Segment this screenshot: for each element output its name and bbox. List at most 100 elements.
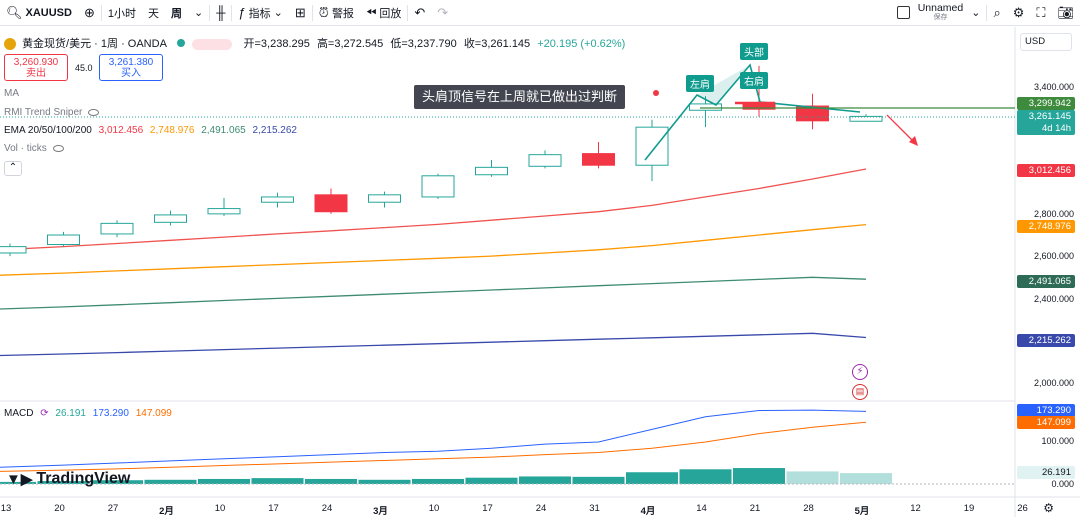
ohlc-low: 低=3,237.790: [390, 38, 457, 50]
event-flag-icon[interactable]: ▤: [852, 384, 868, 400]
macd-histogram-bar: [626, 472, 678, 484]
ema200-value: 2,215.262: [252, 125, 297, 136]
time-axis-label: 12: [910, 503, 921, 514]
macd-pane: [0, 409, 1015, 485]
time-axis-label: 26: [1017, 503, 1028, 514]
eye-icon[interactable]: [192, 38, 233, 50]
ma-legend[interactable]: MA: [4, 88, 19, 99]
event-lightning-icon[interactable]: ⚡︎: [852, 364, 868, 380]
axis-settings-button[interactable]: ⚙: [1043, 501, 1054, 515]
candle-body: [421, 175, 455, 198]
divider: [407, 4, 409, 21]
ema-legend[interactable]: EMA 20/50/100/200 3,012.456 2,748.976 2,…: [4, 125, 297, 136]
time-axis-label: 19: [963, 503, 975, 514]
down-arrow-line: [886, 114, 916, 144]
macd-hist-value: 26.191: [55, 408, 86, 419]
divider: [311, 4, 313, 21]
replay-icon: ⏪︎: [365, 5, 377, 20]
compare-button[interactable]: ⊕: [78, 0, 101, 26]
fullscreen-button[interactable]: ⛶: [1030, 0, 1051, 26]
head-fill: [697, 65, 750, 105]
layout-saved: 保存: [933, 13, 948, 21]
interval-1h-button[interactable]: 1小时: [107, 7, 136, 20]
interval-week-button[interactable]: 周: [171, 7, 182, 20]
divider: [209, 4, 211, 21]
candle-body: [261, 196, 294, 203]
time-axis-label: 5月: [854, 506, 870, 517]
replay-button[interactable]: ⏪︎ 回放: [360, 0, 407, 26]
ema100-line: [0, 276, 867, 310]
indicators-button[interactable]: ƒ 指标 ⌄: [232, 0, 288, 26]
redo-button[interactable]: ↷: [431, 0, 454, 26]
layout-name: Unnamed: [917, 1, 964, 14]
currency-selector[interactable]: USD: [1020, 33, 1072, 51]
templates-button[interactable]: ⊞: [289, 0, 312, 26]
snapshot-button[interactable]: 📷︎: [1051, 0, 1080, 26]
top-toolbar: 🔍︎ XAUUSD ⊕ 1小时 天 周 ⌄ ╫ ƒ 指标 ⌄ ⊞ ⏰︎ 警报 ⏪…: [0, 0, 1080, 26]
eye-off-icon[interactable]: [52, 144, 64, 152]
layout-button[interactable]: Unnamed 保存 ⌄: [891, 0, 987, 26]
buy-price: 3,261.380: [108, 57, 154, 68]
time-axis-label: 17: [268, 503, 279, 514]
flag-icon: [4, 38, 16, 51]
undo-button[interactable]: ↶: [408, 0, 431, 26]
macd-histogram-bar: [465, 477, 518, 484]
time-axis-label: 31: [589, 503, 600, 514]
chevron-up-icon: ⌃: [8, 162, 18, 173]
ohlc-open: 开=3,238.295: [243, 38, 310, 50]
vol-legend[interactable]: Vol · ticks: [4, 143, 64, 154]
macd-line: [0, 409, 867, 468]
chevron-down-icon: ⌄: [273, 7, 283, 19]
vol-label: Vol · ticks: [4, 143, 47, 154]
tv-logo-icon: ▼▶: [6, 471, 33, 488]
layout-checkbox-icon: [896, 6, 910, 19]
price-tick: 2,600.000: [1033, 251, 1074, 261]
chart-type-button[interactable]: ╫: [210, 0, 231, 26]
symbol-search[interactable]: 🔍︎ XAUUSD: [0, 0, 78, 26]
tradingview-logo[interactable]: ▼▶ TradingView: [6, 470, 130, 488]
ema200-line: [0, 332, 867, 357]
time-axis-label: 14: [696, 503, 707, 514]
indicators-icon: ƒ: [238, 5, 246, 20]
macd-histogram-bar: [144, 479, 197, 484]
time-axis-label: 13: [0, 503, 12, 514]
sell-button[interactable]: 3,260.930 卖出: [4, 54, 68, 81]
ema-label: EMA 20/50/100/200: [4, 125, 92, 136]
ema20-line: [0, 168, 867, 251]
eye-off-icon[interactable]: [88, 108, 100, 116]
rmi-legend[interactable]: RMI Trend Sniper: [4, 107, 100, 118]
interval-dropdown[interactable]: ⌄: [188, 0, 209, 26]
ema-lines: [0, 168, 867, 357]
label-head[interactable]: 头部: [740, 43, 768, 60]
label-left-shoulder[interactable]: 左肩: [686, 75, 714, 92]
buy-button[interactable]: 3,261.380 买入: [99, 54, 163, 81]
brand-name: TradingView: [36, 470, 131, 487]
time-axis-label: 21: [749, 503, 761, 514]
candle-body: [154, 214, 187, 223]
time-axis-label: 17: [482, 503, 493, 514]
signal-line: [0, 421, 867, 472]
macd-histogram-bar: [840, 473, 892, 484]
collapse-legend-button[interactable]: ⌃: [4, 161, 22, 176]
search-icon: 🔍︎: [6, 5, 23, 20]
settings-button[interactable]: ⚙: [1007, 0, 1031, 26]
macd-legend[interactable]: MACD ⟳ 26.191 173.290 147.099: [4, 408, 172, 419]
alert-button[interactable]: ⏰︎ 警报: [313, 0, 360, 26]
tag-ema50: 2,748.976: [1017, 220, 1075, 233]
macd-histogram-bar: [786, 471, 839, 484]
refresh-icon: ⟳: [40, 408, 49, 419]
indicators-label: 指标: [248, 7, 271, 20]
interval-day-button[interactable]: 天: [148, 7, 159, 20]
time-axis-label: 3月: [373, 506, 388, 517]
symbol-label: XAUUSD: [25, 6, 72, 19]
macd-tick: 100.000: [1041, 436, 1074, 446]
time-axis-label: 27: [107, 503, 119, 514]
quick-search-button[interactable]: ⌕: [987, 0, 1006, 26]
ma-label: MA: [4, 88, 19, 99]
price-tick: 2,400.000: [1033, 294, 1074, 304]
price-tick: 3,400.000: [1033, 82, 1074, 92]
macd-histogram-bar: [198, 478, 250, 484]
callout-annotation[interactable]: 头肩顶信号在上周就已做出过判断: [414, 85, 626, 109]
label-right-shoulder[interactable]: 右肩: [740, 72, 768, 89]
